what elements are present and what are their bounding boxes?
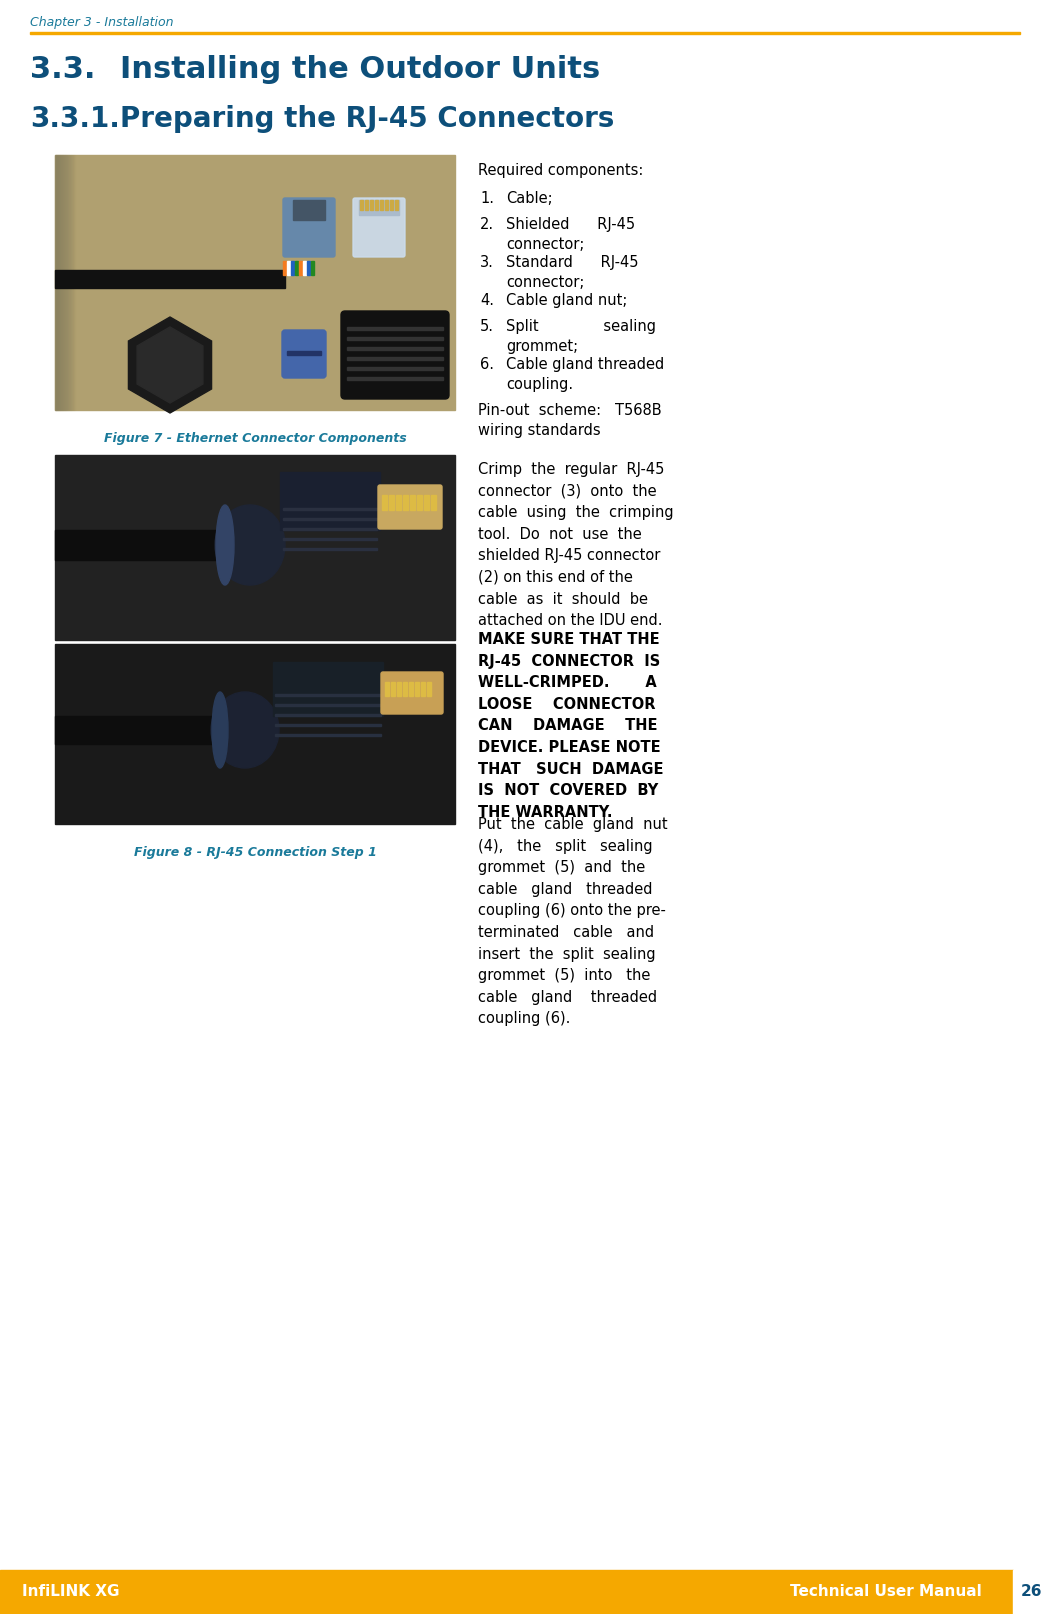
Bar — [287, 261, 290, 274]
Bar — [346, 328, 443, 329]
Bar — [424, 495, 429, 510]
Bar — [307, 261, 310, 274]
Bar — [284, 537, 377, 541]
Text: 2.: 2. — [480, 216, 495, 232]
Bar — [396, 495, 401, 510]
Bar — [303, 261, 306, 274]
Bar — [346, 378, 443, 379]
Bar — [275, 694, 381, 696]
Bar — [397, 683, 401, 696]
Bar — [275, 713, 381, 717]
Bar — [280, 471, 380, 529]
Bar — [385, 683, 388, 696]
Bar — [55, 717, 235, 744]
Bar — [299, 261, 302, 274]
Bar — [390, 200, 393, 210]
FancyBboxPatch shape — [282, 329, 326, 378]
Bar — [403, 495, 408, 510]
Text: Figure 8 - RJ-45 Connection Step 1: Figure 8 - RJ-45 Connection Step 1 — [133, 846, 377, 859]
Bar — [395, 200, 398, 210]
Bar — [385, 200, 388, 210]
Bar — [284, 261, 286, 274]
Ellipse shape — [212, 692, 228, 768]
Bar — [346, 347, 443, 350]
Text: InfiLINK XG: InfiLINK XG — [22, 1585, 120, 1599]
Bar — [430, 495, 436, 510]
Text: 3.: 3. — [480, 255, 494, 270]
Text: 6.: 6. — [480, 357, 494, 371]
Bar — [287, 350, 321, 355]
Bar — [284, 508, 377, 510]
Text: Put  the  cable  gland  nut
(4),   the   split   sealing
grommet  (5)  and  the
: Put the cable gland nut (4), the split s… — [478, 817, 668, 1027]
Ellipse shape — [211, 692, 279, 768]
Bar — [1013, 1570, 1050, 1614]
Text: Split              sealing
grommet;: Split sealing grommet; — [506, 320, 656, 353]
Bar — [410, 495, 415, 510]
Bar — [55, 155, 455, 410]
Bar — [55, 644, 455, 825]
Text: Standard      RJ-45
connector;: Standard RJ-45 connector; — [506, 255, 638, 291]
Text: Pin-out  scheme:   T568B
wiring standards: Pin-out scheme: T568B wiring standards — [478, 404, 662, 437]
Text: Cable;: Cable; — [506, 190, 552, 207]
Bar — [417, 495, 422, 510]
Text: Installing the Outdoor Units: Installing the Outdoor Units — [120, 55, 601, 84]
Bar — [346, 337, 443, 341]
Bar — [388, 495, 394, 510]
FancyBboxPatch shape — [378, 484, 442, 529]
Bar — [382, 495, 387, 510]
Bar — [346, 357, 443, 360]
Bar — [359, 200, 399, 215]
Bar — [55, 270, 285, 287]
Bar — [403, 683, 407, 696]
Text: 1.: 1. — [480, 190, 494, 207]
Bar — [410, 683, 413, 696]
Text: 4.: 4. — [480, 294, 494, 308]
Bar — [346, 366, 443, 370]
Text: Required components:: Required components: — [478, 163, 644, 178]
Bar — [275, 704, 381, 705]
Bar — [375, 200, 378, 210]
Text: 3.3.: 3.3. — [30, 55, 96, 84]
Bar — [284, 549, 377, 550]
Text: Cable gland threaded
coupling.: Cable gland threaded coupling. — [506, 357, 665, 392]
Bar — [273, 662, 383, 717]
Bar — [360, 200, 363, 210]
Text: Figure 7 - Ethernet Connector Components: Figure 7 - Ethernet Connector Components — [104, 433, 406, 445]
FancyBboxPatch shape — [341, 312, 449, 399]
Bar — [295, 261, 298, 274]
Bar — [284, 518, 377, 520]
Bar — [391, 683, 395, 696]
Bar — [293, 200, 326, 220]
FancyBboxPatch shape — [353, 199, 405, 257]
Bar — [0, 1570, 1013, 1614]
Text: Chapter 3 - Installation: Chapter 3 - Installation — [30, 16, 173, 29]
Bar — [365, 200, 368, 210]
Bar — [291, 261, 294, 274]
Text: Preparing the RJ-45 Connectors: Preparing the RJ-45 Connectors — [120, 105, 614, 132]
Text: MAKE SURE THAT THE
RJ-45  CONNECTOR  IS
WELL-CRIMPED.       A
LOOSE    CONNECTOR: MAKE SURE THAT THE RJ-45 CONNECTOR IS WE… — [478, 633, 664, 820]
Bar — [311, 261, 314, 274]
Text: Crimp  the  regular  RJ-45
connector  (3)  onto  the
cable  using  the  crimping: Crimp the regular RJ-45 connector (3) on… — [478, 462, 674, 628]
Bar — [370, 200, 373, 210]
Ellipse shape — [216, 505, 234, 584]
Text: 26: 26 — [1021, 1585, 1042, 1599]
Bar — [275, 725, 381, 726]
Text: Shielded      RJ-45
connector;: Shielded RJ-45 connector; — [506, 216, 635, 252]
Bar — [427, 683, 430, 696]
FancyBboxPatch shape — [381, 671, 443, 713]
Text: 3.3.1.: 3.3.1. — [30, 105, 120, 132]
Text: Technical User Manual: Technical User Manual — [790, 1585, 982, 1599]
Text: Cable gland nut;: Cable gland nut; — [506, 294, 628, 308]
Text: 5.: 5. — [480, 320, 494, 334]
Bar — [415, 683, 419, 696]
Bar — [55, 455, 455, 641]
Bar — [275, 734, 381, 736]
Bar — [55, 529, 240, 560]
Bar — [380, 200, 383, 210]
Bar — [421, 683, 425, 696]
Ellipse shape — [215, 505, 285, 584]
FancyBboxPatch shape — [284, 199, 335, 257]
Bar — [30, 32, 1020, 34]
Bar — [284, 528, 377, 529]
